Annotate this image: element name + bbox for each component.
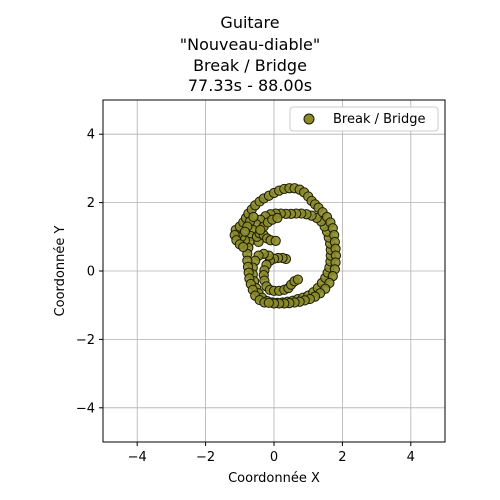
chart-title-line-1: Guitare bbox=[220, 13, 280, 32]
y-tick-label: 2 bbox=[87, 196, 95, 211]
y-tick-label: 0 bbox=[87, 265, 95, 280]
legend-marker bbox=[303, 113, 315, 125]
chart-title-line-4: 77.33s - 88.00s bbox=[187, 76, 313, 95]
chart-title-line-2: "Nouveau-diable" bbox=[179, 35, 321, 54]
grid bbox=[103, 100, 445, 442]
scatter-point bbox=[255, 224, 266, 236]
data-points bbox=[229, 183, 342, 309]
legend-box bbox=[289, 106, 439, 132]
axis-ticks: −4 −2 0 2 4 −4 −2 0 2 4 bbox=[76, 128, 415, 465]
x-tick-label: −2 bbox=[196, 450, 215, 465]
y-tick-label: −2 bbox=[76, 333, 95, 348]
x-tick-label: −4 bbox=[128, 450, 147, 465]
chart-title-line-3: Break / Bridge bbox=[193, 56, 307, 75]
scatter-point bbox=[238, 241, 249, 253]
scatter-point bbox=[272, 212, 283, 224]
scatter-point bbox=[239, 226, 251, 237]
x-tick-label: 0 bbox=[270, 450, 278, 465]
scatter-point bbox=[270, 235, 281, 247]
x-tick-label: 2 bbox=[338, 450, 346, 465]
legend-label: Break / Bridge bbox=[333, 112, 426, 127]
y-tick-label: −4 bbox=[76, 401, 95, 416]
x-tick-label: 4 bbox=[407, 450, 415, 465]
scatter-point bbox=[248, 211, 259, 223]
y-tick-label: 4 bbox=[87, 128, 95, 143]
y-axis-label: Coordonnée Y bbox=[53, 226, 68, 317]
scatter-point bbox=[292, 274, 304, 285]
x-axis-label: Coordonnée X bbox=[228, 471, 320, 486]
scatter-point bbox=[263, 297, 274, 308]
legend: Break / Bridge bbox=[289, 106, 439, 132]
